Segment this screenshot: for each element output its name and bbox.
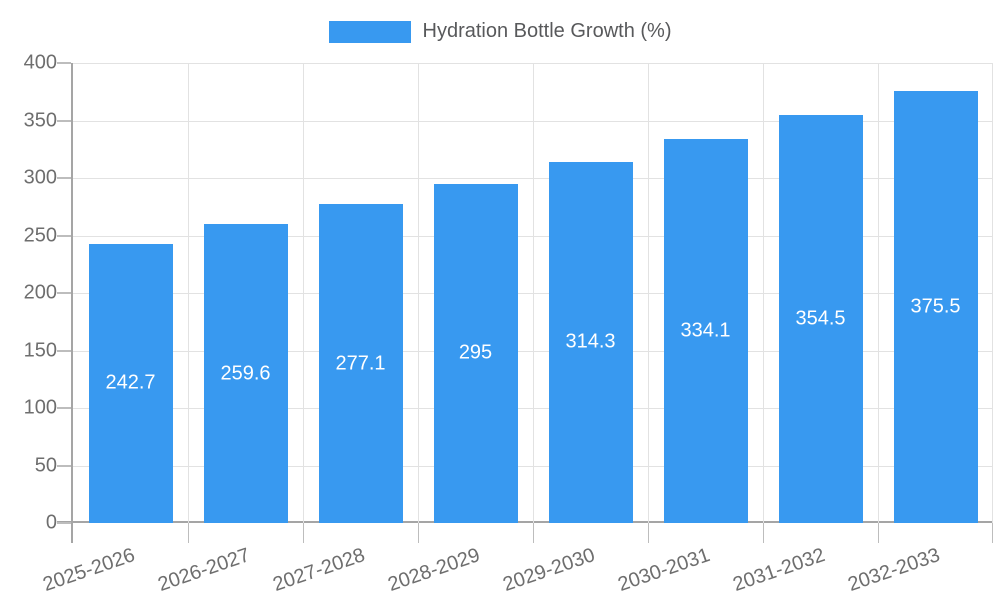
bar[interactable]: 314.3 bbox=[548, 161, 633, 523]
x-axis-tick bbox=[648, 523, 649, 543]
y-axis-tick bbox=[57, 407, 71, 409]
bar-value-label: 242.7 bbox=[105, 371, 156, 394]
x-axis-tick bbox=[188, 523, 189, 543]
x-axis-tick bbox=[992, 523, 993, 543]
y-axis-tick-label: 100 bbox=[23, 396, 57, 419]
x-axis-label: 2025-2026 bbox=[40, 544, 138, 596]
y-axis-tick-label: 150 bbox=[23, 339, 57, 361]
legend-item[interactable]: Hydration Bottle Growth (%) bbox=[328, 20, 672, 43]
bar[interactable]: 277.1 bbox=[318, 204, 403, 523]
y-axis-tick bbox=[57, 234, 71, 237]
x-axis-tick bbox=[303, 523, 304, 543]
bar-value-label: 334.1 bbox=[680, 319, 731, 342]
bar-value-label: 295 bbox=[458, 341, 493, 364]
x-axis-label: 2028-2029 bbox=[385, 544, 483, 596]
x-gridline bbox=[418, 63, 419, 523]
x-axis-tick bbox=[878, 523, 879, 543]
bar[interactable]: 259.6 bbox=[203, 224, 288, 523]
y-axis-tick-label: 200 bbox=[23, 281, 57, 304]
y-axis-tick bbox=[57, 349, 71, 352]
chart-legend: Hydration Bottle Growth (%) bbox=[0, 20, 1000, 43]
x-axis-tick bbox=[418, 523, 419, 543]
x-axis-label: 2026-2027 bbox=[155, 544, 253, 596]
y-axis-tick-label: 300 bbox=[23, 166, 57, 189]
x-gridline bbox=[878, 63, 879, 523]
x-axis-label: 2030-2031 bbox=[615, 544, 713, 596]
bar-value-label: 375.5 bbox=[910, 295, 961, 318]
bar[interactable]: 334.1 bbox=[663, 138, 748, 523]
y-axis-tick bbox=[57, 522, 71, 524]
bar-value-label: 277.1 bbox=[335, 352, 386, 375]
y-axis-tick-label: 350 bbox=[23, 109, 57, 131]
x-axis-tick bbox=[763, 523, 764, 543]
x-axis-tick bbox=[533, 523, 534, 543]
legend-swatch-icon bbox=[328, 20, 411, 43]
bar-value-label: 354.5 bbox=[795, 307, 846, 330]
plot-area: 0 50 100 150 200 250 300 350 400 242.7 259.6 277.1 2… bbox=[24, 52, 993, 596]
x-gridline bbox=[188, 63, 189, 523]
y-axis-tick bbox=[57, 62, 71, 64]
x-gridline bbox=[763, 63, 764, 523]
x-axis-label: 2031-2032 bbox=[730, 544, 828, 596]
bar[interactable]: 354.5 bbox=[778, 115, 863, 523]
y-axis-tick bbox=[57, 464, 71, 467]
legend-label: Hydration Bottle Growth (%) bbox=[422, 20, 672, 42]
x-axis-label: 2032-2033 bbox=[845, 544, 943, 596]
y-axis-tick-label: 0 bbox=[45, 511, 57, 534]
y-axis-tick-label: 400 bbox=[23, 51, 57, 74]
x-gridline bbox=[648, 63, 649, 523]
bar[interactable]: 242.7 bbox=[88, 243, 173, 523]
y-axis-tick-label: 50 bbox=[34, 454, 57, 476]
bar-value-label: 314.3 bbox=[565, 330, 616, 353]
x-gridline bbox=[992, 63, 993, 523]
y-axis-tick-label: 250 bbox=[23, 224, 57, 246]
x-axis-label: 2029-2030 bbox=[500, 544, 598, 596]
bar[interactable]: 375.5 bbox=[893, 91, 978, 523]
x-gridline bbox=[303, 63, 304, 523]
y-axis-tick bbox=[57, 177, 71, 179]
x-axis-line bbox=[57, 521, 993, 523]
bar[interactable]: 295 bbox=[433, 183, 518, 523]
y-axis-tick bbox=[57, 119, 71, 122]
x-axis-label: 2027-2028 bbox=[270, 544, 368, 596]
y-axis-line bbox=[71, 63, 73, 543]
x-gridline bbox=[533, 63, 534, 523]
y-axis-tick bbox=[57, 292, 71, 294]
bar-value-label: 259.6 bbox=[220, 362, 271, 385]
